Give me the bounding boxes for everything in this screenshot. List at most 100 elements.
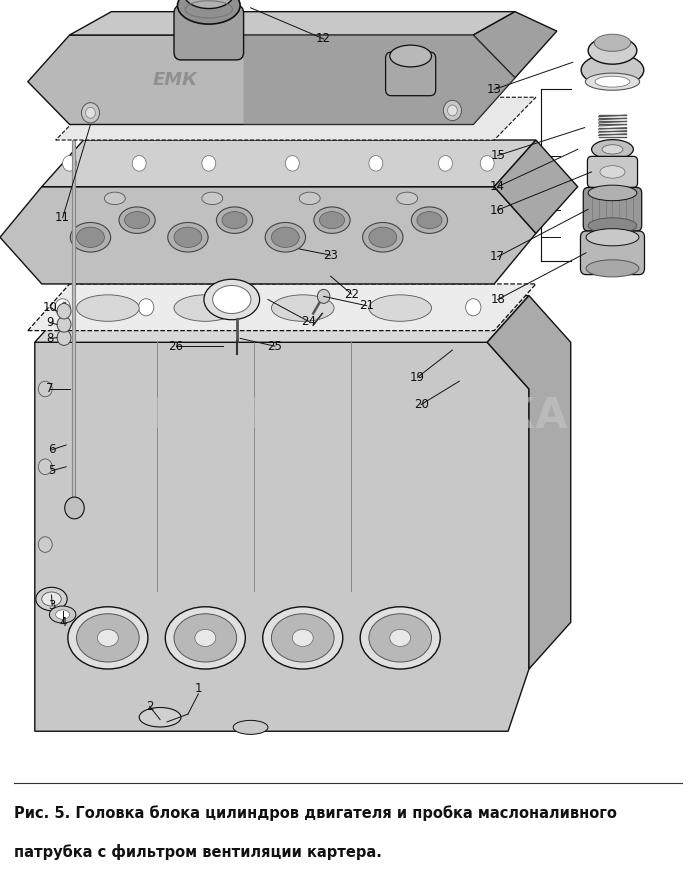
- Ellipse shape: [204, 279, 260, 320]
- Polygon shape: [70, 11, 515, 35]
- Text: 2: 2: [146, 700, 153, 713]
- Circle shape: [38, 537, 52, 552]
- Circle shape: [139, 299, 154, 316]
- Ellipse shape: [369, 295, 432, 321]
- Ellipse shape: [49, 606, 76, 623]
- Text: 17: 17: [490, 250, 505, 263]
- Ellipse shape: [202, 192, 223, 204]
- Ellipse shape: [265, 223, 306, 252]
- Ellipse shape: [594, 34, 631, 51]
- Ellipse shape: [369, 227, 397, 248]
- Text: 3: 3: [49, 598, 56, 612]
- Polygon shape: [244, 35, 515, 125]
- Ellipse shape: [174, 295, 237, 321]
- Text: 8: 8: [47, 332, 54, 345]
- Circle shape: [369, 156, 383, 171]
- Circle shape: [63, 156, 77, 171]
- Text: 1: 1: [195, 682, 202, 695]
- Text: 14: 14: [490, 180, 505, 194]
- Ellipse shape: [585, 73, 640, 90]
- Ellipse shape: [70, 223, 111, 252]
- Text: 24: 24: [301, 315, 316, 328]
- Polygon shape: [35, 295, 529, 342]
- Polygon shape: [56, 97, 536, 140]
- Text: 16: 16: [490, 203, 505, 217]
- Circle shape: [395, 309, 412, 328]
- Circle shape: [65, 497, 84, 519]
- Text: ПЛАНЕТ      ЕРЯКА: ПЛАНЕТ ЕРЯКА: [129, 395, 567, 438]
- Ellipse shape: [600, 165, 625, 179]
- Circle shape: [403, 299, 418, 316]
- Circle shape: [55, 299, 70, 316]
- FancyBboxPatch shape: [174, 5, 244, 60]
- Ellipse shape: [319, 211, 345, 229]
- Circle shape: [285, 156, 299, 171]
- Circle shape: [222, 299, 237, 316]
- Ellipse shape: [195, 629, 216, 646]
- Polygon shape: [0, 187, 536, 284]
- Ellipse shape: [369, 613, 432, 662]
- Ellipse shape: [233, 720, 268, 735]
- Polygon shape: [28, 35, 515, 125]
- Text: 26: 26: [168, 339, 184, 353]
- Circle shape: [443, 101, 461, 120]
- Ellipse shape: [104, 192, 125, 204]
- Polygon shape: [487, 295, 571, 669]
- FancyBboxPatch shape: [580, 231, 644, 275]
- Circle shape: [202, 156, 216, 171]
- Circle shape: [317, 289, 330, 303]
- Text: 13: 13: [487, 83, 502, 96]
- Ellipse shape: [125, 211, 150, 229]
- Text: 10: 10: [42, 301, 58, 314]
- Ellipse shape: [586, 229, 639, 246]
- Text: 5: 5: [49, 464, 56, 477]
- Ellipse shape: [68, 606, 148, 669]
- Ellipse shape: [271, 613, 334, 662]
- Ellipse shape: [77, 295, 139, 321]
- Text: 21: 21: [359, 299, 374, 312]
- Ellipse shape: [299, 192, 320, 204]
- Polygon shape: [473, 11, 557, 78]
- Ellipse shape: [168, 223, 208, 252]
- Circle shape: [458, 309, 475, 328]
- Ellipse shape: [139, 707, 181, 727]
- Ellipse shape: [363, 223, 403, 252]
- Circle shape: [145, 309, 161, 328]
- Polygon shape: [35, 342, 529, 731]
- Ellipse shape: [588, 37, 637, 65]
- Ellipse shape: [417, 211, 442, 229]
- Circle shape: [438, 156, 452, 171]
- Ellipse shape: [263, 606, 342, 669]
- Ellipse shape: [216, 207, 253, 233]
- Ellipse shape: [314, 207, 350, 233]
- Circle shape: [448, 105, 457, 116]
- Ellipse shape: [174, 227, 202, 248]
- Ellipse shape: [97, 629, 118, 646]
- Text: 18: 18: [490, 293, 505, 306]
- Ellipse shape: [165, 606, 245, 669]
- Text: 15: 15: [490, 149, 505, 162]
- Text: 4: 4: [59, 616, 66, 629]
- Ellipse shape: [588, 185, 637, 201]
- Ellipse shape: [595, 76, 630, 88]
- Ellipse shape: [56, 610, 70, 619]
- Circle shape: [38, 381, 52, 397]
- Circle shape: [75, 309, 92, 328]
- Text: 9: 9: [47, 316, 54, 330]
- Text: Рис. 5. Головка блока цилиндров двигателя и пробка маслоналивного: Рис. 5. Головка блока цилиндров двигател…: [14, 805, 617, 820]
- FancyBboxPatch shape: [587, 156, 638, 187]
- Polygon shape: [28, 284, 536, 331]
- Ellipse shape: [222, 211, 247, 229]
- Circle shape: [81, 103, 100, 123]
- Circle shape: [312, 309, 329, 328]
- Text: 22: 22: [344, 287, 359, 301]
- Ellipse shape: [390, 45, 432, 67]
- Ellipse shape: [411, 207, 448, 233]
- Ellipse shape: [213, 286, 251, 314]
- FancyBboxPatch shape: [583, 187, 642, 231]
- Text: 25: 25: [267, 339, 283, 353]
- Ellipse shape: [361, 606, 440, 669]
- Circle shape: [228, 309, 245, 328]
- Ellipse shape: [581, 54, 644, 87]
- Circle shape: [313, 299, 328, 316]
